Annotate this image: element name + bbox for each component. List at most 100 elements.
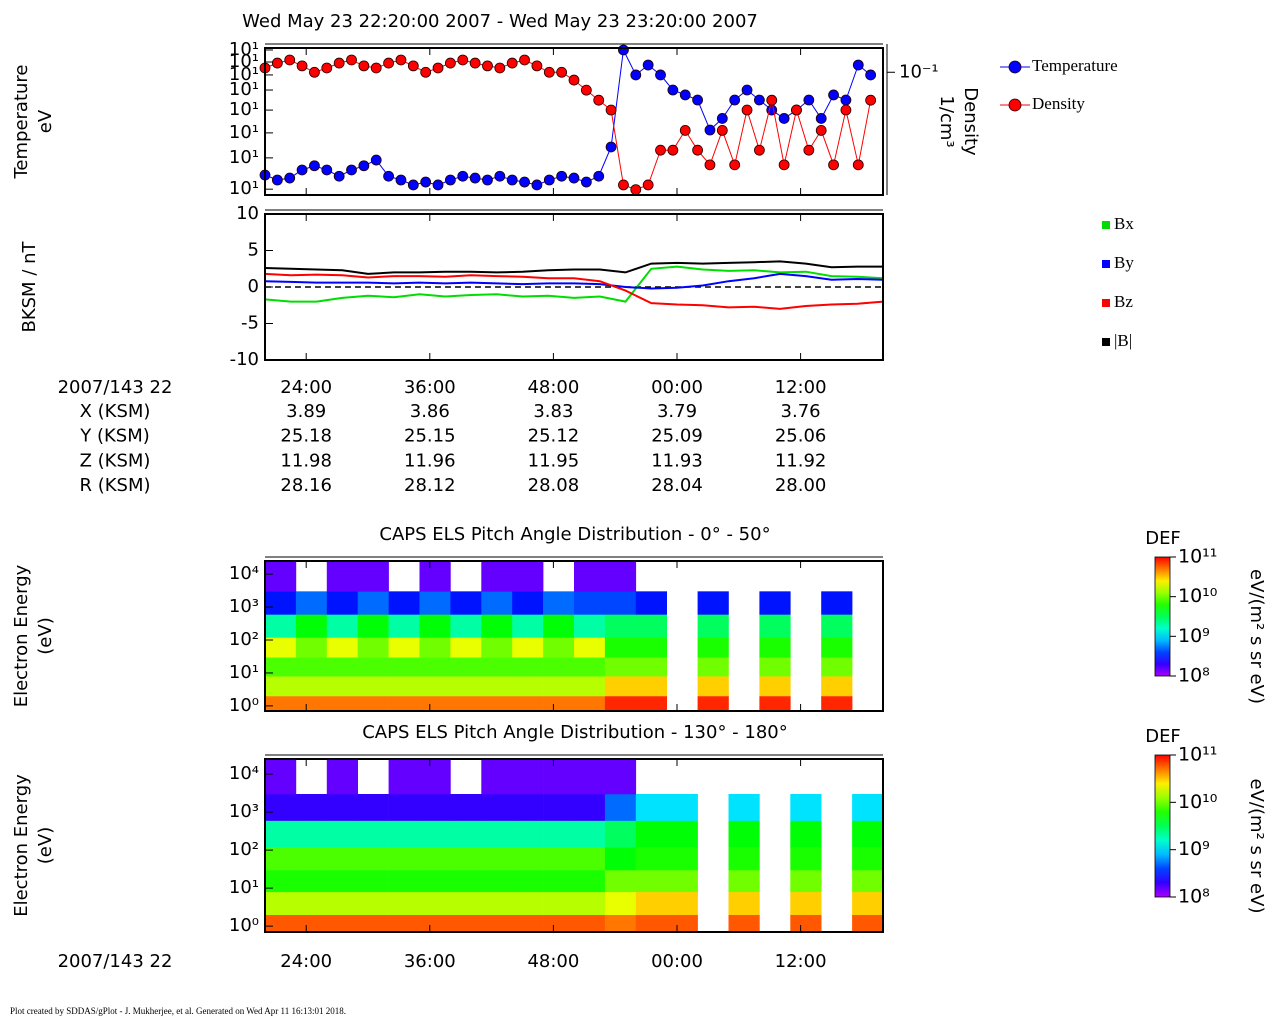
heatmap-cell xyxy=(512,637,544,658)
ephemeris-value: 28.12 xyxy=(404,475,456,496)
x-tick-label: 48:00 xyxy=(527,951,579,972)
data-point xyxy=(457,54,469,66)
data-point xyxy=(420,176,432,188)
heatmap-cell xyxy=(604,847,637,871)
heatmap-cell xyxy=(481,561,513,592)
x-tick-label: 12:00 xyxy=(775,951,827,972)
heatmap-cell xyxy=(295,657,328,677)
heatmap-cell xyxy=(357,676,389,697)
heatmap-cell xyxy=(265,891,297,915)
heatmap-cell xyxy=(790,914,822,933)
heatmap-cell xyxy=(821,614,853,638)
heatmap-cell xyxy=(697,614,729,638)
data-point xyxy=(618,179,629,191)
y-tick-label: 10⁴ xyxy=(229,763,259,784)
colorbar xyxy=(1154,754,1171,898)
heatmap-cell xyxy=(821,657,853,677)
heatmap-cell xyxy=(295,793,328,821)
heatmap-cell xyxy=(265,820,297,848)
data-point xyxy=(271,174,283,186)
data-point xyxy=(321,164,333,176)
heatmap-cell xyxy=(357,820,389,848)
heatmap-cell xyxy=(450,793,482,821)
heatmap-cell xyxy=(790,891,822,915)
data-point xyxy=(296,164,308,176)
heatmap-cell xyxy=(604,793,637,821)
ephemeris-value: 25.15 xyxy=(404,426,456,447)
ephemeris-label: Y (KSM) xyxy=(79,426,150,447)
data-point xyxy=(754,144,765,156)
data-point xyxy=(531,60,543,72)
y-tick-label: 10³ xyxy=(229,596,259,617)
data-point xyxy=(519,54,530,66)
heatmap-cell xyxy=(450,891,482,915)
heatmap-cell xyxy=(512,847,544,871)
heatmap-cell xyxy=(666,891,698,915)
ephemeris-value: 25.09 xyxy=(651,426,703,447)
ephemeris-value: 3.76 xyxy=(781,401,821,422)
heatmap-cell xyxy=(697,676,729,697)
heatmap-cell xyxy=(481,891,513,915)
heatmap-cell xyxy=(295,637,328,658)
heatmap-cell xyxy=(357,561,389,592)
heatmap-cell xyxy=(265,657,297,677)
y-tick-label: 10¹ xyxy=(229,178,259,199)
heatmap-cell xyxy=(265,793,297,821)
colorbar-title: DEF xyxy=(1145,528,1181,549)
heatmap-cell xyxy=(481,793,513,821)
y-tick-label: 10¹ xyxy=(229,64,259,85)
heatmap-cell xyxy=(295,847,328,871)
heatmap-cell xyxy=(419,614,451,638)
data-point xyxy=(407,179,419,191)
heatmap-cell xyxy=(666,793,698,821)
data-point xyxy=(692,144,703,156)
data-point xyxy=(828,89,839,101)
heatmap-cell xyxy=(512,891,544,915)
heatmap-cell xyxy=(604,614,637,638)
data-point xyxy=(457,170,469,182)
heatmap-cell xyxy=(388,695,420,712)
heatmap-cell xyxy=(357,891,389,915)
heatmap-cell xyxy=(574,847,606,871)
heatmap-cell xyxy=(357,591,389,615)
heatmap-cell xyxy=(326,759,358,795)
data-point xyxy=(828,159,839,171)
colorbar-label: eV/(m² s sr eV) xyxy=(1246,779,1267,914)
x-tick-label: 00:00 xyxy=(651,377,703,398)
heatmap-cell xyxy=(357,637,389,658)
heatmap-cell xyxy=(635,676,667,697)
colorbar-tick-label: 10⁹ xyxy=(1178,838,1210,860)
x-tick-label: 36:00 xyxy=(404,951,456,972)
y-axis-label: Electron Energy xyxy=(11,774,32,917)
data-point xyxy=(309,160,320,172)
heatmap-cell xyxy=(388,869,420,893)
heatmap-cell xyxy=(635,657,667,677)
heatmap-cell xyxy=(357,614,389,638)
heatmap-cell xyxy=(604,869,637,893)
time-axis-label: 2007/143 22 xyxy=(58,377,173,398)
data-point xyxy=(321,62,333,74)
heatmap-cell xyxy=(265,676,297,697)
heatmap-cell xyxy=(450,637,482,658)
heatmap-cell xyxy=(543,591,575,615)
heatmap-cell xyxy=(574,820,606,848)
heatmap-cell xyxy=(481,614,513,638)
heatmap-cell xyxy=(512,591,544,615)
data-point xyxy=(407,60,419,72)
heatmap-cell xyxy=(419,820,451,848)
data-point xyxy=(309,66,320,78)
heatmap-cell xyxy=(326,914,358,933)
heatmap-cell xyxy=(295,591,328,615)
chart-title: CAPS ELS Pitch Angle Distribution - 0° -… xyxy=(379,524,770,545)
y2-axis-label: 1/cm³ xyxy=(936,95,957,147)
y-tick-label: 10¹ xyxy=(229,662,259,683)
data-point xyxy=(593,94,605,106)
data-point xyxy=(729,94,741,106)
heatmap-cell xyxy=(512,793,544,821)
data-point xyxy=(778,159,790,171)
heatmap-cell xyxy=(419,914,451,933)
heatmap-cell xyxy=(481,657,513,677)
heatmap-cell xyxy=(821,676,853,697)
ephemeris-label: X (KSM) xyxy=(80,401,151,422)
